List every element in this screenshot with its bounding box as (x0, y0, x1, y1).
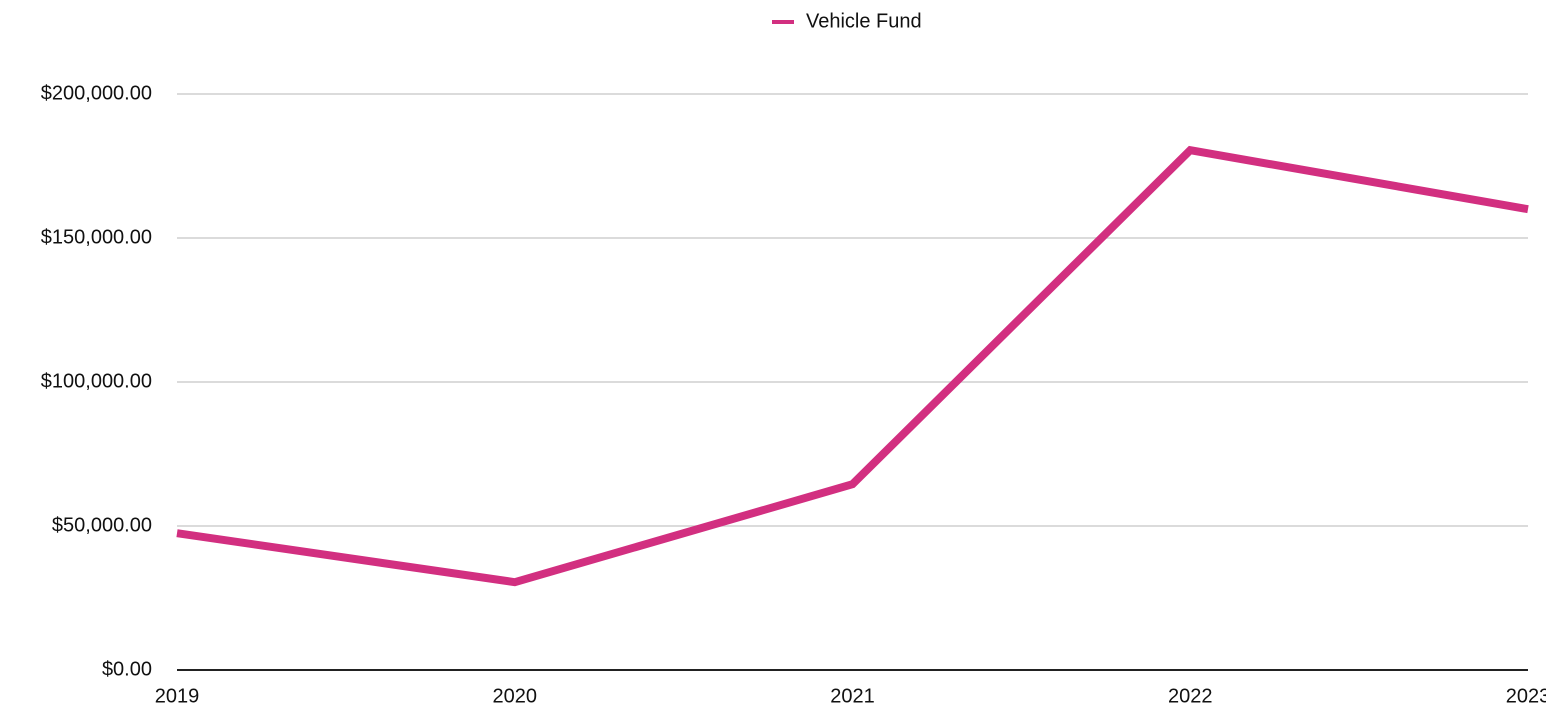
x-tick-label: 2019 (155, 685, 200, 707)
line-series (176, 145, 1529, 587)
x-tick-label: 2022 (1168, 685, 1213, 707)
x-tick-label: 2020 (493, 685, 538, 707)
y-tick-label: $200,000.00 (41, 82, 152, 104)
y-tick-label: $100,000.00 (41, 370, 152, 392)
y-tick-label: $150,000.00 (41, 226, 152, 248)
y-tick-label: $0.00 (102, 658, 152, 680)
x-tick-label: 2023 (1506, 685, 1546, 707)
legend-label: Vehicle Fund (806, 10, 922, 32)
y-tick-label: $50,000.00 (52, 514, 152, 536)
x-tick-label: 2021 (830, 685, 875, 707)
